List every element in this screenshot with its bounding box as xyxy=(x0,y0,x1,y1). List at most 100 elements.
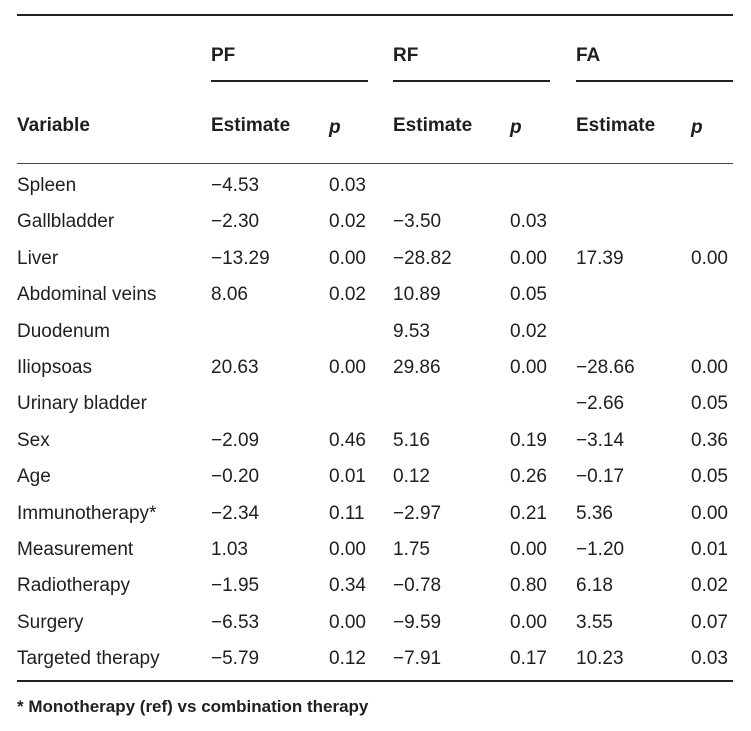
cell-rf-p: 0.21 xyxy=(510,502,547,524)
cell-pf-estimate: −2.09 xyxy=(211,429,260,451)
cell-rf-p: 0.05 xyxy=(510,284,547,306)
table-row: Immunotherapy* −2.34 0.11 −2.97 0.21 5.36 0.00 xyxy=(0,502,751,538)
cell-rf-p: 0.00 xyxy=(510,247,547,269)
cell-fa-p: 0.07 xyxy=(691,611,728,633)
cell-pf-p: 0.03 xyxy=(329,175,366,196)
table-row: Measurement 1.03 0.00 1.75 0.00 −1.20 0.01 xyxy=(0,538,751,574)
cell-fa-p: 0.05 xyxy=(691,393,728,415)
table-bottom-rule xyxy=(17,680,733,682)
table-footnote: * Monotherapy (ref) vs combination thera… xyxy=(17,697,369,716)
cell-rf-estimate: −3.50 xyxy=(393,211,442,233)
cell-rf-estimate: 0.12 xyxy=(393,466,430,488)
column-header-rf-p: p xyxy=(510,117,522,138)
cell-fa-estimate: −2.66 xyxy=(576,393,625,415)
cell-rf-estimate: 9.53 xyxy=(393,320,430,342)
cell-fa-p: 0.03 xyxy=(691,648,728,670)
cell-rf-estimate: 1.75 xyxy=(393,539,430,560)
cell-fa-p: 0.36 xyxy=(691,429,728,451)
cell-pf-p: 0.01 xyxy=(329,466,366,488)
cell-pf-estimate: −6.53 xyxy=(211,611,260,633)
table-row: Iliopsoas 20.63 0.00 29.86 0.00 −28.66 0.00 xyxy=(0,356,751,392)
cell-fa-estimate: 6.18 xyxy=(576,575,613,597)
cell-pf-estimate: 1.03 xyxy=(211,539,248,560)
cell-pf-p: 0.46 xyxy=(329,429,366,451)
cell-pf-p: 0.12 xyxy=(329,648,366,670)
cell-rf-estimate: −0.78 xyxy=(393,575,442,597)
cell-pf-estimate: 8.06 xyxy=(211,284,248,306)
table-row: Spleen −4.53 0.03 xyxy=(0,174,751,210)
cell-variable: Liver xyxy=(17,247,59,269)
cell-pf-p: 0.00 xyxy=(329,357,366,378)
column-header-pf-p: p xyxy=(329,117,341,138)
cell-pf-estimate: −1.95 xyxy=(211,575,260,597)
table-row: Age −0.20 0.01 0.12 0.26 −0.17 0.05 xyxy=(0,465,751,501)
cell-rf-p: 0.00 xyxy=(510,611,547,633)
cell-rf-p: 0.17 xyxy=(510,648,547,670)
cell-pf-p: 0.11 xyxy=(329,502,365,524)
cell-fa-p: 0.02 xyxy=(691,575,728,597)
cell-rf-p: 0.03 xyxy=(510,211,547,233)
cell-variable: Targeted therapy xyxy=(17,648,160,670)
cell-fa-p: 0.01 xyxy=(691,539,728,560)
cell-rf-estimate: −2.97 xyxy=(393,502,442,524)
cell-variable: Urinary bladder xyxy=(17,393,147,415)
group-rule-pf xyxy=(211,80,368,82)
cell-pf-estimate: 20.63 xyxy=(211,357,259,378)
cell-rf-p: 0.00 xyxy=(510,357,547,378)
cell-variable: Gallbladder xyxy=(17,211,115,233)
cell-variable: Sex xyxy=(17,429,50,451)
cell-variable: Spleen xyxy=(17,175,77,196)
table-row: Sex −2.09 0.46 5.16 0.19 −3.14 0.36 xyxy=(0,429,751,465)
cell-fa-estimate: 17.39 xyxy=(576,247,624,269)
cell-fa-estimate: 10.23 xyxy=(576,648,624,670)
cell-pf-p: 0.00 xyxy=(329,247,366,269)
table-top-rule xyxy=(17,14,733,16)
cell-variable: Surgery xyxy=(17,611,84,633)
cell-variable: Measurement xyxy=(17,539,134,560)
cell-rf-p: 0.80 xyxy=(510,575,547,597)
cell-fa-estimate: −0.17 xyxy=(576,466,625,488)
column-header-pf-estimate: Estimate xyxy=(211,115,291,136)
group-header-fa: FA xyxy=(576,45,601,66)
column-header-fa-estimate: Estimate xyxy=(576,115,656,136)
cell-variable: Age xyxy=(17,466,51,488)
cell-pf-p: 0.34 xyxy=(329,575,366,597)
cell-pf-estimate: −4.53 xyxy=(211,175,260,196)
cell-fa-estimate: −28.66 xyxy=(576,357,635,378)
column-header-fa-p: p xyxy=(691,117,703,138)
cell-fa-p: 0.00 xyxy=(691,502,728,524)
group-header-pf: PF xyxy=(211,45,236,66)
cell-rf-p: 0.02 xyxy=(510,320,547,342)
cell-fa-p: 0.00 xyxy=(691,247,728,269)
cell-pf-p: 0.00 xyxy=(329,539,366,560)
cell-rf-estimate: 29.86 xyxy=(393,357,441,378)
cell-rf-estimate: −7.91 xyxy=(393,648,442,670)
cell-pf-estimate: −5.79 xyxy=(211,648,260,670)
cell-fa-estimate: −3.14 xyxy=(576,429,625,451)
cell-pf-estimate: −13.29 xyxy=(211,247,270,269)
cell-pf-estimate: −2.34 xyxy=(211,502,260,524)
table-row: Liver −13.29 0.00 −28.82 0.00 17.39 0.00 xyxy=(0,247,751,283)
table-row: Surgery −6.53 0.00 −9.59 0.00 3.55 0.07 xyxy=(0,611,751,647)
cell-fa-estimate: 5.36 xyxy=(576,502,613,524)
cell-rf-estimate: −28.82 xyxy=(393,247,452,269)
table-row: Targeted therapy −5.79 0.12 −7.91 0.17 10.23 0… xyxy=(0,647,751,683)
cell-rf-estimate: 5.16 xyxy=(393,429,430,451)
table-row: Duodenum 9.53 0.02 xyxy=(0,320,751,356)
cell-pf-estimate: −0.20 xyxy=(211,466,260,488)
cell-pf-p: 0.02 xyxy=(329,211,366,233)
cell-fa-estimate: −1.20 xyxy=(576,539,625,560)
cell-fa-p: 0.05 xyxy=(691,466,728,488)
cell-rf-p: 0.26 xyxy=(510,466,547,488)
cell-rf-p: 0.19 xyxy=(510,429,547,451)
group-rule-fa xyxy=(576,80,733,82)
table-row: Radiotherapy −1.95 0.34 −0.78 0.80 6.18 0.02 xyxy=(0,574,751,610)
table-row: Gallbladder −2.30 0.02 −3.50 0.03 xyxy=(0,210,751,246)
cell-fa-estimate: 3.55 xyxy=(576,611,613,633)
cell-rf-estimate: 10.89 xyxy=(393,284,441,306)
cell-pf-estimate: −2.30 xyxy=(211,211,260,233)
cell-pf-p: 0.02 xyxy=(329,284,366,306)
group-header-rf: RF xyxy=(393,45,419,66)
cell-rf-estimate: −9.59 xyxy=(393,611,442,633)
column-header-variable: Variable xyxy=(17,115,90,136)
